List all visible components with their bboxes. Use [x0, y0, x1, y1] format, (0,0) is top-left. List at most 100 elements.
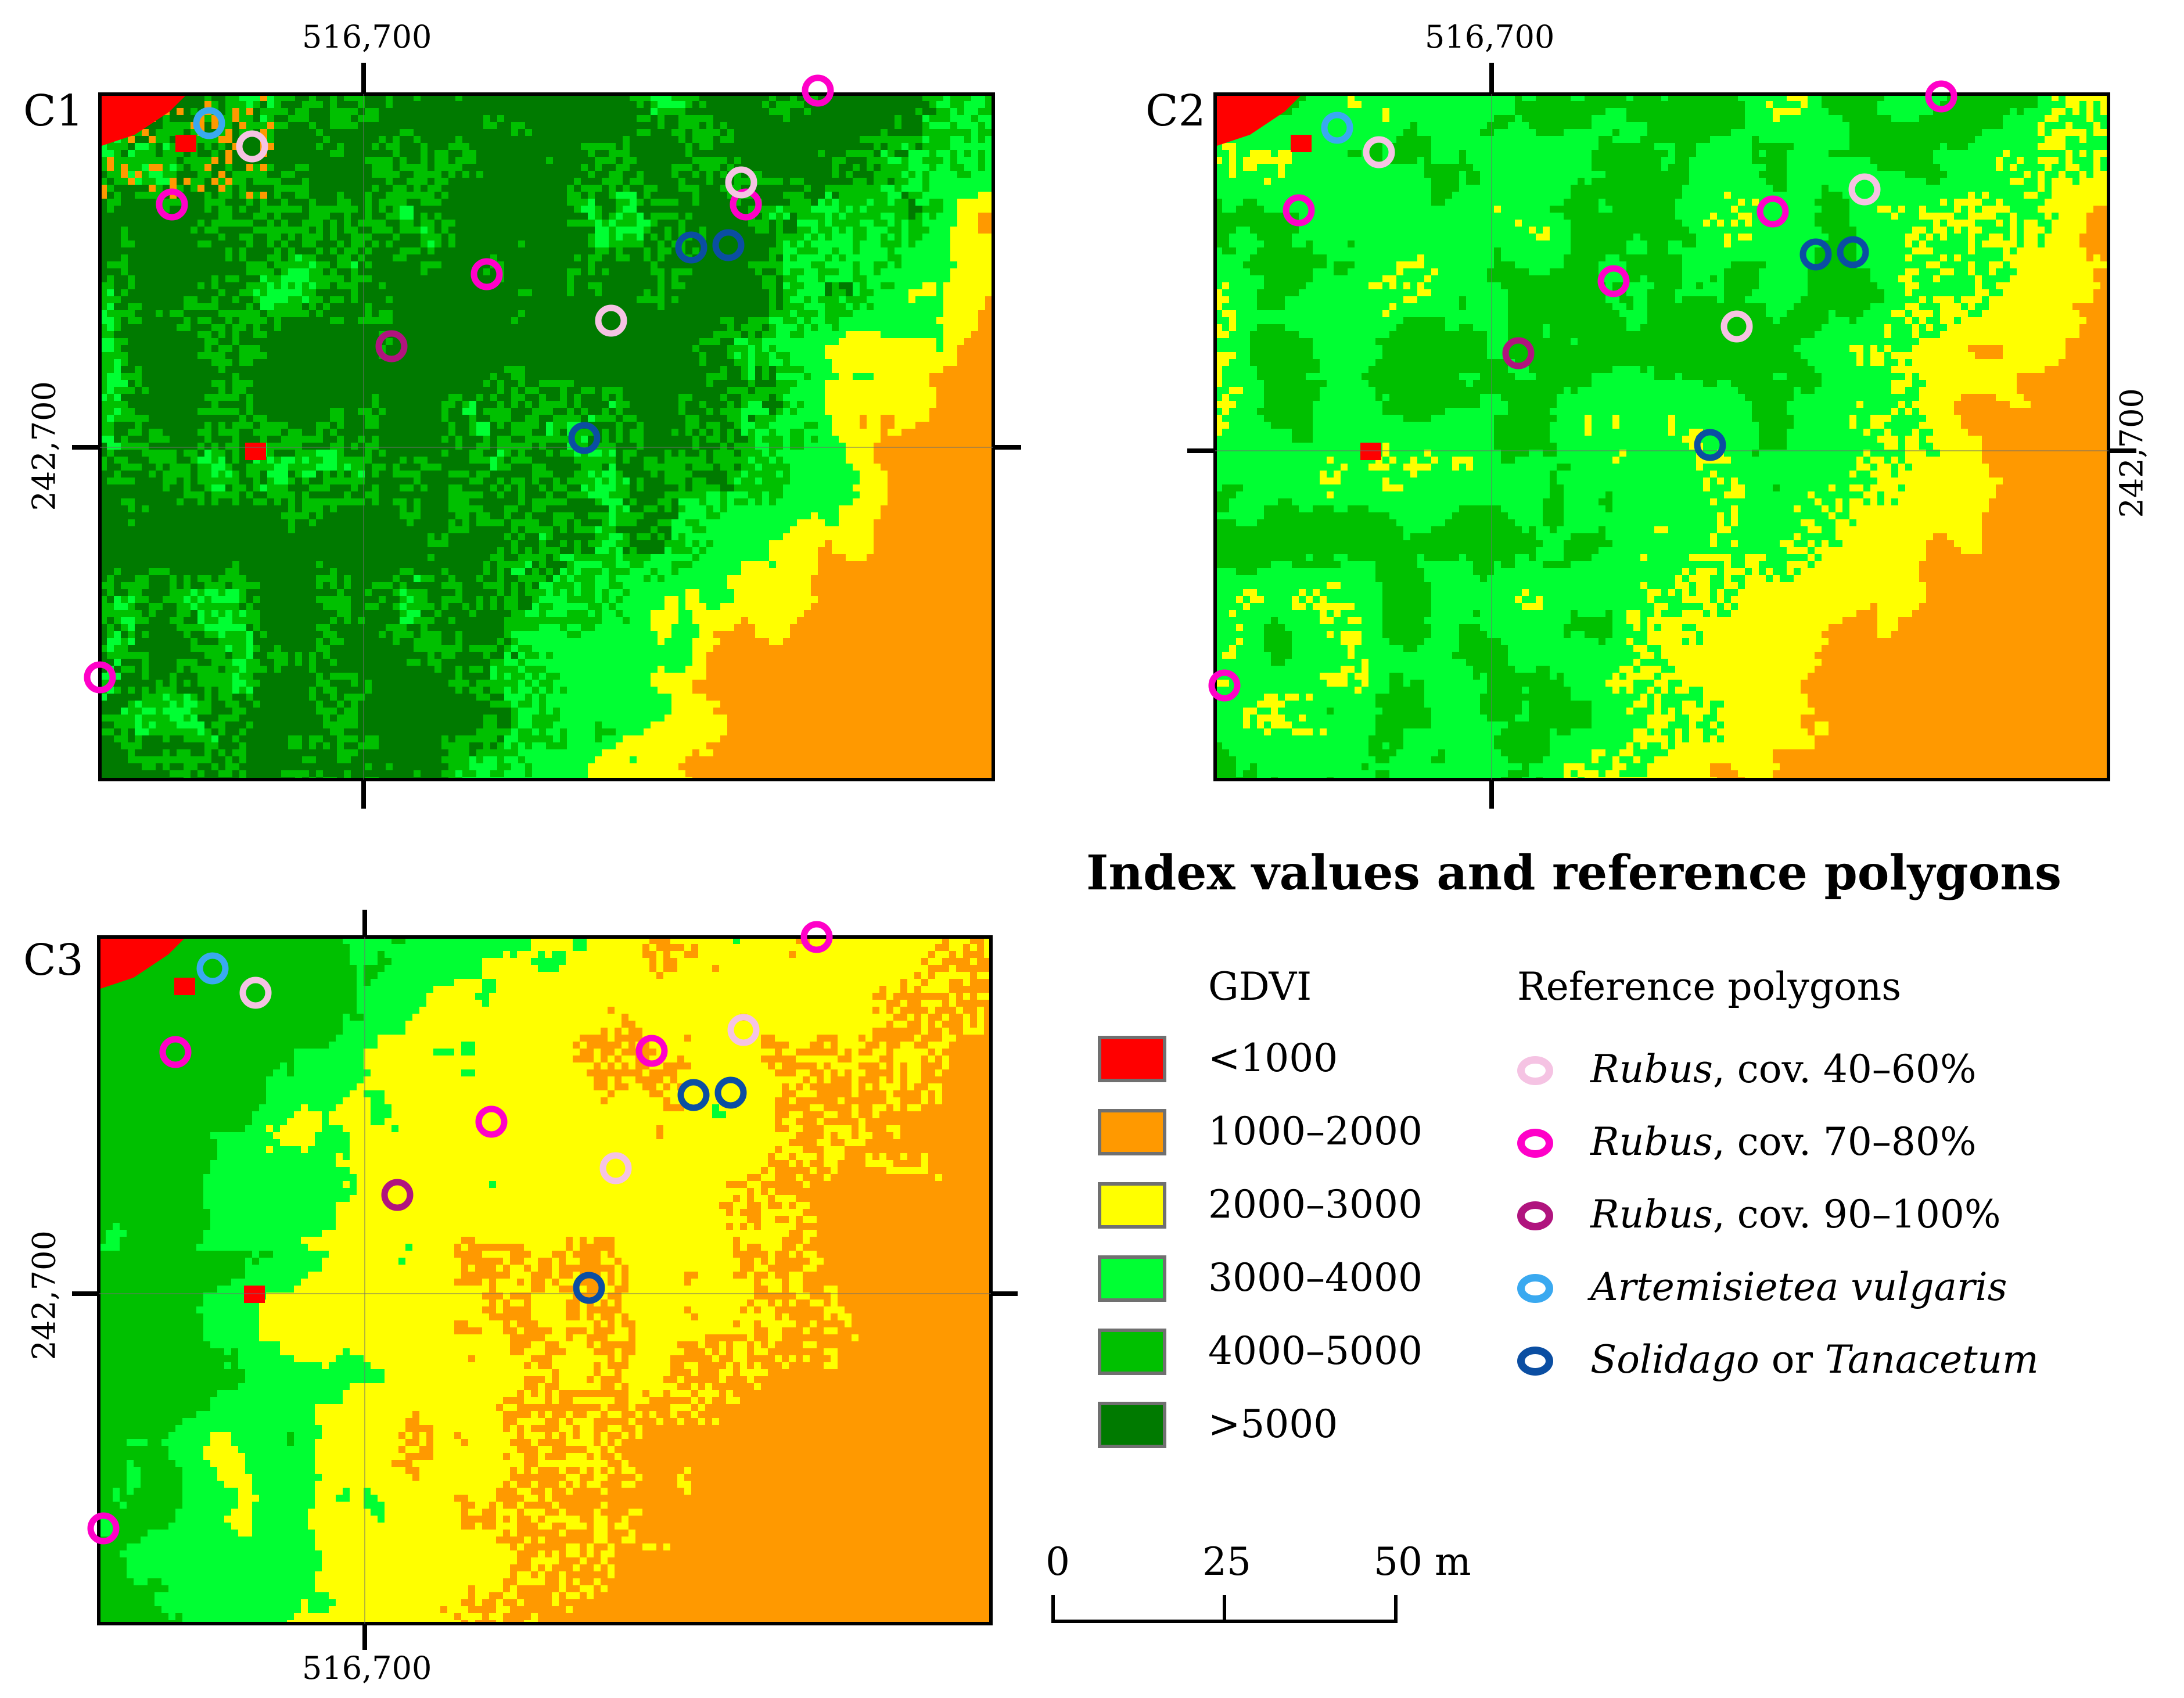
raster-cell [1829, 150, 1934, 157]
raster-cell [2010, 261, 2109, 269]
raster-cell [692, 157, 728, 164]
raster-cell [1975, 220, 1996, 227]
raster-cell [107, 464, 121, 471]
raster-cell [1801, 352, 1857, 360]
raster-cell [685, 213, 693, 220]
raster-cell [1787, 185, 1822, 192]
raster-cell [769, 324, 777, 332]
raster-cell [191, 603, 198, 611]
raster-cell [372, 394, 379, 401]
raster-cell [344, 638, 393, 645]
raster-cell [790, 296, 804, 304]
raster-cell [553, 526, 561, 534]
raster-cell [616, 157, 623, 164]
raster-cell [922, 206, 944, 213]
raster-cell [1822, 498, 1836, 506]
raster-cell [239, 498, 254, 506]
raster-cell [100, 763, 142, 771]
raster-cell [1877, 464, 1892, 471]
raster-cell [518, 401, 526, 408]
raster-cell [316, 575, 337, 583]
raster-cell [288, 478, 296, 485]
raster-cell [1905, 303, 1920, 311]
raster-cell [901, 122, 923, 130]
raster-cell [1431, 199, 1446, 206]
raster-cell [1236, 150, 1251, 157]
raster-cell [128, 603, 135, 611]
raster-cell [532, 457, 574, 464]
raster-cell [170, 680, 177, 687]
raster-cell [1459, 185, 1571, 192]
raster-cell [574, 512, 588, 520]
raster-cell [553, 589, 561, 597]
raster-cell [936, 150, 951, 157]
raster-cell [755, 380, 777, 387]
raster-cell [490, 373, 498, 380]
raster-cell [302, 756, 317, 764]
raster-cell [267, 171, 282, 178]
raster-cell [267, 289, 303, 297]
raster-cell [483, 687, 491, 694]
raster-cell [239, 185, 247, 192]
raster-cell [225, 164, 233, 171]
raster-cell [1884, 352, 1892, 360]
raster-cell [421, 234, 442, 241]
raster-cell [1898, 457, 1906, 464]
raster-cell [748, 338, 763, 346]
raster-cell [1849, 512, 1982, 520]
raster-cell [1459, 303, 1467, 311]
raster-cell [1933, 429, 1969, 436]
raster-cell [156, 310, 163, 318]
raster-cell [1745, 220, 1752, 227]
raster-cell [630, 756, 637, 764]
raster-cell [623, 185, 630, 192]
raster-cell [978, 136, 986, 143]
raster-cell [2038, 129, 2045, 137]
raster-cell [100, 603, 114, 611]
raster-cell [149, 171, 163, 178]
raster-cell [274, 645, 282, 652]
raster-cell [658, 282, 665, 290]
raster-cell [1689, 178, 1766, 185]
raster-cell [323, 234, 331, 241]
raster-cell [260, 289, 268, 297]
raster-cell [490, 457, 498, 464]
raster-cell [142, 505, 149, 513]
raster-cell [1661, 94, 1669, 102]
raster-cell [609, 589, 623, 597]
raster-cell [316, 659, 331, 666]
raster-cell [114, 589, 128, 597]
raster-cell [664, 227, 672, 234]
raster-cell [2093, 122, 2101, 130]
raster-cell [2010, 401, 2031, 408]
raster-cell [267, 478, 275, 485]
raster-cell [128, 728, 135, 736]
raster-cell [602, 540, 616, 548]
raster-cell [316, 422, 331, 429]
raster-cell [344, 770, 351, 778]
raster-cell [323, 673, 331, 680]
raster-cell [623, 450, 637, 457]
raster-cell [1926, 296, 1934, 304]
raster-cell [1355, 261, 1397, 269]
raster-cell [323, 687, 337, 694]
raster-cell [225, 94, 240, 102]
raster-cell [2045, 136, 2066, 143]
raster-cell [1592, 115, 1627, 123]
raster-cell [421, 770, 442, 778]
raster-cell [344, 422, 365, 429]
raster-cell [1961, 254, 2003, 262]
raster-cell [316, 227, 324, 234]
raster-cell [309, 310, 317, 318]
raster-cell [1626, 282, 1655, 290]
raster-cell [637, 171, 644, 178]
raster-cell [532, 464, 547, 471]
raster-cell [497, 491, 505, 499]
raster-cell [379, 498, 393, 506]
raster-cell [128, 338, 205, 346]
raster-cell [943, 345, 958, 353]
raster-cell [1529, 268, 1550, 276]
raster-cell [658, 687, 693, 694]
raster-cell [720, 638, 770, 645]
raster-cell [504, 631, 512, 638]
